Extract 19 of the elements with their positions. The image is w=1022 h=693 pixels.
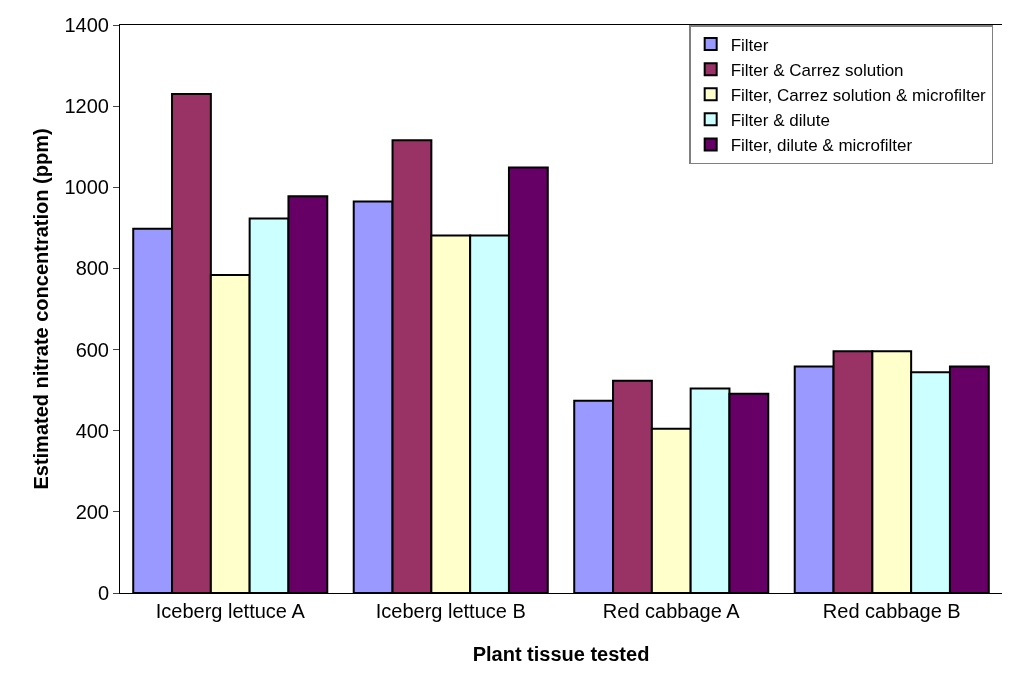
x-tick-label: Iceberg lettuce A [155,600,306,622]
y-tick-label: 600 [75,338,109,361]
y-tick-label: 800 [75,257,109,280]
y-axis-title: Estimated nitrate concentration (ppm) [30,128,52,490]
legend-label: Filter, dilute & microfilter [730,136,913,156]
legend-label: Filter & Carrez solution [730,60,904,80]
y-tick-label: 200 [75,500,109,523]
x-axis-title: Plant tissue tested [472,642,650,665]
y-tick-label: 1000 [64,176,109,199]
x-tick-label: Red cabbage B [822,600,961,622]
legend-label: Filter, Carrez solution & microfilter [730,85,987,105]
y-tick-label: 1200 [64,95,109,118]
y-tick-label: 1400 [64,14,109,36]
y-tick-label: 400 [75,419,109,442]
x-tick-label: Red cabbage A [602,600,741,622]
x-tick-label: Iceberg lettuce B [375,600,526,622]
legend-label: Filter [730,35,769,55]
y-tick-label: 0 [97,582,109,604]
legend-label: Filter & dilute [730,110,830,130]
